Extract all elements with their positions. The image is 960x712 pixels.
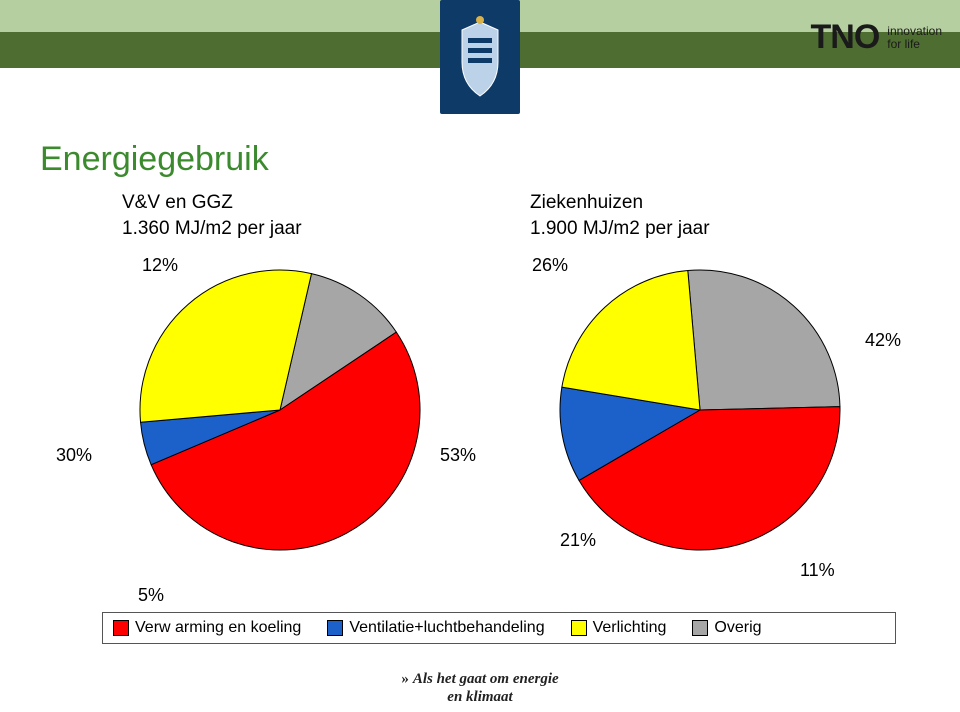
- tno-logo-text: TNO: [811, 18, 880, 57]
- legend-item: Verlichting: [571, 619, 667, 637]
- legend-swatch: [327, 620, 343, 636]
- legend-label: Overig: [714, 619, 761, 637]
- pie-slice-label: 30%: [56, 445, 92, 466]
- pie-slice-label: 11%: [800, 560, 835, 581]
- legend-label: Verlichting: [593, 619, 667, 637]
- raquo-icon: »: [401, 671, 409, 687]
- tno-tagline-line2: for life: [887, 37, 920, 51]
- footer-slogan: »Als het gaat om energie en klimaat: [0, 670, 960, 706]
- legend-label: Ventilatie+luchtbehandeling: [349, 619, 544, 637]
- legend-swatch: [113, 620, 129, 636]
- left-header-line1: V&V en GGZ: [122, 192, 233, 213]
- footer-line2: en klimaat: [447, 689, 512, 705]
- right-header-line1: Ziekenhuizen: [530, 192, 643, 213]
- chart-legend: Verw arming en koeling Ventilatie+luchtbe…: [102, 612, 896, 644]
- page-title: Energiegebruik: [40, 140, 269, 179]
- pie-slice-label: 12%: [142, 255, 178, 276]
- legend-label: Verw arming en koeling: [135, 619, 301, 637]
- pie-slice-label: 5%: [138, 585, 164, 606]
- left-header-line2: 1.360 MJ/m2 per jaar: [122, 218, 302, 239]
- legend-item: Verw arming en koeling: [113, 619, 301, 637]
- pie-slice-label: 21%: [560, 530, 596, 551]
- legend-item: Overig: [692, 619, 761, 637]
- tno-logo-block: TNO innovation for life: [811, 18, 943, 57]
- right-header-line2: 1.900 MJ/m2 per jaar: [530, 218, 710, 239]
- legend-swatch: [692, 620, 708, 636]
- rijksoverheid-crest-icon: [440, 0, 520, 114]
- legend-swatch: [571, 620, 587, 636]
- pie-slice-label: 26%: [532, 255, 568, 276]
- left-column-header: V&V en GGZ 1.360 MJ/m2 per jaar: [122, 190, 302, 241]
- footer-line1: Als het gaat om energie: [413, 671, 559, 687]
- right-column-header: Ziekenhuizen 1.900 MJ/m2 per jaar: [530, 190, 710, 241]
- pie-slice-label: 42%: [865, 330, 901, 351]
- legend-item: Ventilatie+luchtbehandeling: [327, 619, 544, 637]
- pie-slice-label: 53%: [440, 445, 476, 466]
- tno-tagline: innovation for life: [887, 25, 942, 50]
